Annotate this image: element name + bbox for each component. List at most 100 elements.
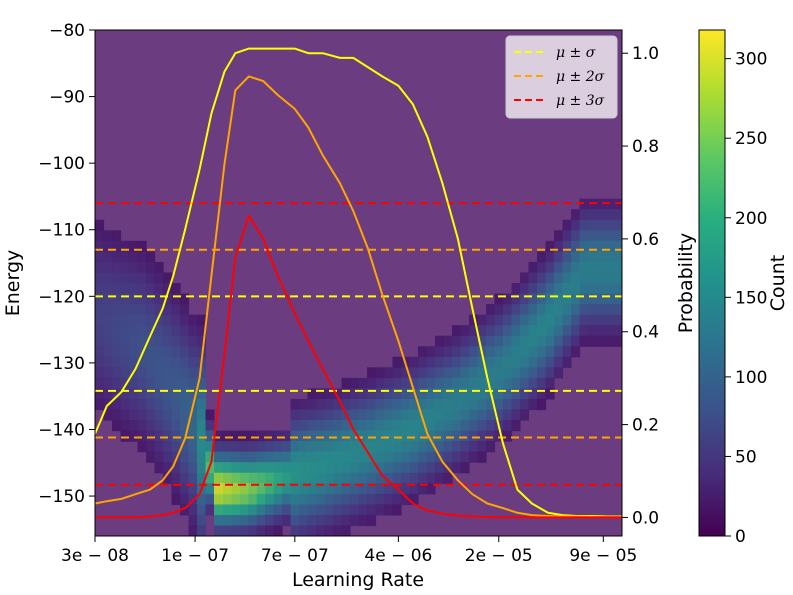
heatmap-cell — [571, 293, 581, 305]
colorbar-tick-label: 100 — [735, 368, 767, 388]
heatmap-cell — [180, 304, 190, 316]
heatmap-cell — [469, 367, 479, 379]
heatmap-cell — [248, 462, 258, 474]
heatmap-cell — [605, 198, 615, 210]
heatmap-cell — [282, 504, 292, 516]
heatmap-cell — [290, 514, 300, 527]
heatmap-cell — [112, 251, 122, 263]
heatmap-cell — [520, 304, 530, 316]
heatmap-cell — [154, 272, 164, 284]
heatmap-cell — [137, 293, 147, 305]
heatmap-cell — [154, 409, 164, 421]
heatmap-cell — [443, 388, 453, 400]
heatmap-cell — [171, 388, 181, 400]
heatmap-cell — [588, 314, 598, 326]
heatmap-cell — [154, 462, 164, 474]
heatmap-cell — [486, 335, 496, 347]
heatmap-cell — [154, 356, 164, 368]
heatmap-cell — [103, 325, 113, 337]
legend-box — [505, 35, 618, 119]
heatmap-cell — [316, 483, 326, 495]
heatmap-cell — [571, 283, 581, 295]
heatmap-cell — [197, 367, 207, 379]
heatmap-cell — [95, 293, 105, 305]
heatmap-cell — [511, 409, 521, 421]
x-tick-label: 1e − 07 — [161, 546, 229, 566]
heatmap-cell — [511, 293, 521, 305]
heatmap-cell — [154, 441, 164, 453]
heatmap-cell — [443, 367, 453, 379]
heatmap-cell — [180, 430, 190, 442]
heatmap-cell — [562, 219, 572, 231]
heatmap-cell — [443, 430, 453, 442]
heatmap-cell — [214, 514, 224, 527]
heatmap-cell — [163, 409, 173, 421]
heatmap-cell — [307, 409, 317, 421]
heatmap-cell — [367, 504, 377, 516]
heatmap-cell — [579, 283, 589, 295]
heatmap-cell — [120, 240, 130, 252]
heatmap-cell — [409, 462, 419, 474]
heatmap-cell — [460, 367, 470, 379]
heatmap-cell — [588, 261, 598, 274]
heatmap-cell — [282, 514, 292, 527]
heatmap-cell — [613, 240, 622, 252]
x-axis-title: Learning Rate — [292, 569, 424, 591]
heatmap-cell — [137, 441, 147, 453]
heatmap-cell — [188, 409, 198, 421]
heatmap-cell — [163, 377, 173, 390]
heatmap-cell — [537, 314, 547, 326]
heatmap-cell — [231, 493, 241, 505]
heatmap-cell — [197, 420, 207, 432]
heatmap-cell — [248, 430, 258, 442]
heatmap-cell — [554, 314, 564, 326]
heatmap-cell — [95, 219, 105, 231]
heatmap-cell — [112, 367, 122, 379]
heatmap-cell — [137, 251, 147, 263]
heatmap-cell — [350, 388, 360, 400]
heatmap-cell — [324, 451, 334, 463]
heatmap-cell — [426, 420, 436, 432]
heatmap-cell — [605, 283, 615, 295]
heatmap-cell — [265, 493, 275, 505]
heatmap-cell — [163, 472, 173, 484]
heatmap-cell — [290, 451, 300, 463]
heatmap-cell — [350, 504, 360, 516]
heatmap-cell — [469, 451, 479, 463]
heatmap-cell — [120, 261, 130, 274]
heatmap-cell — [307, 451, 317, 463]
heatmap-cell — [265, 441, 275, 453]
heatmap-cell — [307, 514, 317, 527]
heatmap-cell — [180, 356, 190, 368]
heatmap-cell — [307, 420, 317, 432]
heatmap — [95, 198, 622, 536]
heatmap-cell — [146, 451, 156, 463]
heatmap-cell — [341, 398, 351, 411]
heatmap-cell — [435, 472, 445, 484]
heatmap-cell — [469, 430, 479, 442]
heatmap-cell — [426, 388, 436, 400]
heatmap-cell — [443, 346, 453, 358]
heatmap-cell — [418, 420, 428, 432]
heatmap-cell — [273, 430, 283, 442]
heatmap-cell — [418, 462, 428, 474]
y-axis-right-title: Probability — [675, 233, 697, 333]
heatmap-cell — [171, 367, 181, 379]
heatmap-cell — [350, 493, 360, 505]
heatmap-cell — [384, 472, 394, 484]
heatmap-cell — [256, 514, 266, 527]
heatmap-cell — [528, 335, 538, 347]
heatmap-cell — [367, 472, 377, 484]
heatmap-cell — [307, 441, 317, 453]
heatmap-cell — [469, 377, 479, 390]
heatmap-cell — [112, 398, 122, 411]
heatmap-cell — [129, 304, 139, 316]
heatmap-cell — [460, 325, 470, 337]
heatmap-cell — [452, 462, 462, 474]
heatmap-cell — [435, 335, 445, 347]
heatmap-cell — [222, 525, 232, 536]
heatmap-cell — [460, 335, 470, 347]
heatmap-cell — [120, 304, 130, 316]
heatmap-cell — [316, 514, 326, 527]
heatmap-cell — [545, 293, 555, 305]
